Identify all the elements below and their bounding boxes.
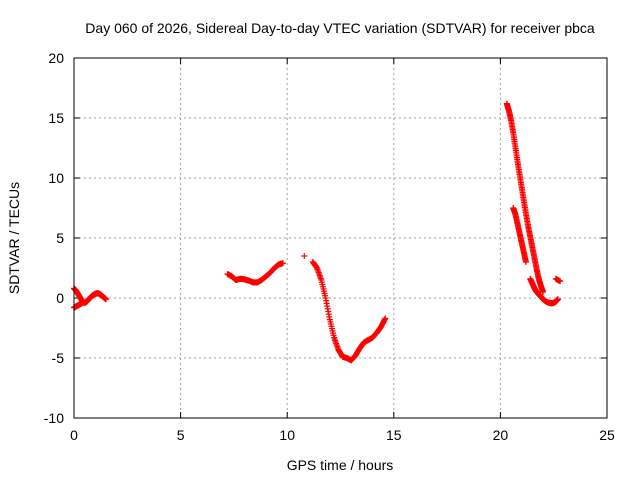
x-axis-label: GPS time / hours bbox=[287, 457, 394, 473]
data-point bbox=[557, 278, 564, 285]
x-tick-label: 25 bbox=[599, 427, 615, 443]
x-tick-labels: 0 5 10 15 20 25 bbox=[70, 427, 615, 443]
grid-lines bbox=[74, 58, 607, 418]
data-point bbox=[301, 253, 308, 259]
y-axis-label: SDTVAR / TECUs bbox=[6, 182, 22, 294]
y-tick-label: -10 bbox=[44, 410, 64, 426]
chart-title: Day 060 of 2026, Sidereal Day-to-day VTE… bbox=[85, 20, 595, 36]
x-tick-label: 10 bbox=[279, 427, 295, 443]
y-tick-label: 20 bbox=[48, 50, 64, 66]
y-tick-label: 10 bbox=[48, 170, 64, 186]
data-point bbox=[279, 260, 286, 267]
data-points bbox=[71, 100, 564, 364]
data-point bbox=[102, 296, 109, 303]
data-point bbox=[554, 296, 561, 303]
data-point bbox=[540, 289, 547, 295]
y-tick-label: 0 bbox=[56, 290, 64, 306]
data-point bbox=[522, 259, 529, 265]
data-point bbox=[382, 315, 389, 322]
data-point bbox=[79, 299, 86, 306]
y-tick-label: 15 bbox=[48, 110, 64, 126]
y-tick-labels: -10 -5 0 5 10 15 20 bbox=[44, 50, 64, 426]
y-tick-label: -5 bbox=[52, 350, 65, 366]
x-tick-label: 0 bbox=[70, 427, 78, 443]
x-tick-label: 5 bbox=[177, 427, 185, 443]
x-tick-label: 20 bbox=[493, 427, 509, 443]
x-tick-label: 15 bbox=[386, 427, 402, 443]
y-tick-label: 5 bbox=[56, 230, 64, 246]
plot-frame bbox=[73, 57, 608, 419]
